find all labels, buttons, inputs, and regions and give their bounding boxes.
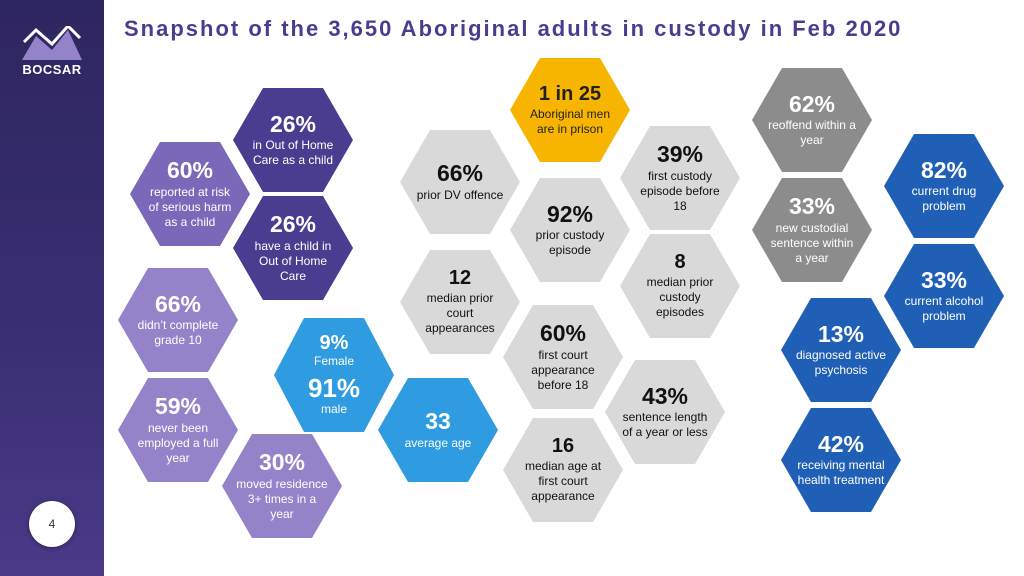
hex-label: have a child in Out of Home Care xyxy=(254,238,332,283)
hex-value: 33% xyxy=(920,266,968,293)
hex-label: Female xyxy=(313,353,354,368)
hex-value: 42% xyxy=(817,430,865,457)
hex-label: average age xyxy=(404,435,472,450)
hex-value: 66% xyxy=(154,290,202,317)
hex-drug-problem: 82% current drug problem xyxy=(884,134,1004,238)
hex-new-sentence: 33% new custodial sentence within a year xyxy=(752,178,872,282)
hex-child-in-care: 26% have a child in Out of Home Care xyxy=(233,196,353,300)
hex-value: 1 in 25 xyxy=(538,82,602,105)
hex-label: sentence length of a year or less xyxy=(622,410,708,440)
hex-first-custody: 39% first custody episode before 18 xyxy=(620,126,740,230)
hex-label: median age at first court appearance xyxy=(524,459,602,503)
hex-value: 9% xyxy=(319,331,349,354)
hex-label: Aboriginal men are in prison xyxy=(529,106,611,136)
hex-never-employed: 59% never been employed a full year xyxy=(118,378,238,482)
hex-label: prior custody episode xyxy=(535,228,605,258)
page-number: 4 xyxy=(29,501,75,547)
hex-prior-dv: 66% prior DV offence xyxy=(400,130,520,234)
hex-moved-residence: 30% moved residence 3+ times in a year xyxy=(222,434,342,538)
hex-label: new custodial sentence within a year xyxy=(770,220,854,265)
hex-first-court-age: 16 median age at first court appearance xyxy=(503,418,623,522)
hex-value: 39% xyxy=(656,141,704,168)
hex-value: 60% xyxy=(166,157,214,184)
hex-men-in-prison: 1 in 25 Aboriginal men are in prison xyxy=(510,58,630,162)
hex-psychosis: 13% diagnosed active psychosis xyxy=(781,298,901,402)
hex-label: first court appearance before 18 xyxy=(531,347,595,392)
hex-court-appearances: 12 median prior court appearances xyxy=(400,250,520,354)
hex-out-of-home-care: 26% in Out of Home Care as a child xyxy=(233,88,353,192)
hex-label: prior DV offence xyxy=(416,187,504,202)
hex-label: moved residence 3+ times in a year xyxy=(236,476,328,521)
bocsar-logo-icon xyxy=(22,26,82,60)
hex-value: 30% xyxy=(258,449,306,476)
hex-value: 82% xyxy=(920,156,968,183)
hex-label: first custody episode before 18 xyxy=(640,168,720,213)
hex-value: 26% xyxy=(269,211,317,238)
hex-label: in Out of Home Care as a child xyxy=(252,138,334,168)
hex-label: diagnosed active psychosis xyxy=(795,348,887,378)
hex-value: 16 xyxy=(551,435,575,457)
brand-name: BOCSAR xyxy=(22,62,82,77)
hex-value: 33 xyxy=(425,408,451,435)
hex-label: reported at risk of serious harm as a ch… xyxy=(148,184,232,229)
hex-grade-10: 66% didn’t complete grade 10 xyxy=(118,268,238,372)
page-title: Snapshot of the 3,650 Aboriginal adults … xyxy=(124,16,903,41)
hex-first-court: 60% first court appearance before 18 xyxy=(503,305,623,409)
hex-label: median prior court appearances xyxy=(425,291,495,335)
hex-value: 92% xyxy=(546,200,594,227)
hex-label: male xyxy=(320,402,347,417)
hex-label: current alcohol problem xyxy=(904,294,984,324)
hex-value: 60% xyxy=(539,320,587,347)
hex-value: 66% xyxy=(436,160,484,187)
hex-value: 62% xyxy=(788,90,836,117)
hex-gender: 9% Female 91% male xyxy=(274,318,394,432)
hex-value: 8 xyxy=(674,251,686,273)
hex-label: median prior custody episodes xyxy=(646,275,714,319)
hex-label: never been employed a full year xyxy=(137,420,219,465)
hex-label: didn’t complete grade 10 xyxy=(137,318,219,348)
hex-value: 33% xyxy=(788,193,836,220)
hex-label: current drug problem xyxy=(911,184,977,214)
hex-median-custody: 8 median prior custody episodes xyxy=(620,234,740,338)
hex-average-age: 33 average age xyxy=(378,378,498,482)
hex-risk-of-harm: 60% reported at risk of serious harm as … xyxy=(130,142,250,246)
sidebar: BOCSAR 4 xyxy=(0,0,104,576)
hex-label: reoffend within a year xyxy=(768,118,856,148)
hex-value: 13% xyxy=(817,320,865,347)
hex-value: 43% xyxy=(641,382,689,409)
hex-value: 59% xyxy=(154,393,202,420)
hex-value: 91% xyxy=(307,372,361,403)
hex-value: 12 xyxy=(448,267,472,289)
hex-alcohol-problem: 33% current alcohol problem xyxy=(884,244,1004,348)
hex-sentence-length: 43% sentence length of a year or less xyxy=(605,360,725,464)
hex-mental-health: 42% receiving mental health treatment xyxy=(781,408,901,512)
hex-reoffend: 62% reoffend within a year xyxy=(752,68,872,172)
hex-label: receiving mental health treatment xyxy=(797,458,885,488)
hex-value: 26% xyxy=(269,110,317,137)
hex-prior-custody: 92% prior custody episode xyxy=(510,178,630,282)
